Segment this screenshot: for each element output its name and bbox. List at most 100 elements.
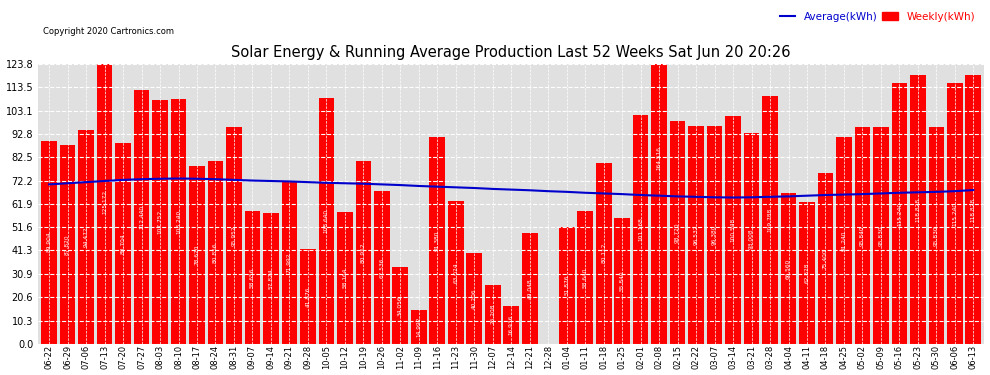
- Bar: [170, 99, 186, 344]
- Text: 94.472: 94.472: [83, 226, 88, 247]
- Bar: [97, 61, 113, 344]
- Text: 125.172: 125.172: [102, 190, 107, 214]
- Bar: [134, 90, 149, 344]
- Legend: Average(kWh), Weekly(kWh): Average(kWh), Weekly(kWh): [775, 8, 979, 26]
- Bar: [466, 253, 482, 344]
- Text: 58.656: 58.656: [249, 267, 255, 288]
- Text: 71.992: 71.992: [287, 252, 292, 273]
- Bar: [799, 202, 815, 344]
- Text: 34.056: 34.056: [398, 295, 403, 315]
- Text: 164.516: 164.516: [656, 146, 661, 170]
- Text: 109.788: 109.788: [767, 207, 772, 232]
- Bar: [503, 306, 519, 344]
- Bar: [781, 193, 796, 344]
- Bar: [411, 310, 427, 344]
- Text: 93.008: 93.008: [749, 228, 754, 249]
- Title: Solar Energy & Running Average Production Last 52 Weeks Sat Jun 20 20:26: Solar Energy & Running Average Productio…: [232, 45, 791, 60]
- Bar: [873, 127, 889, 344]
- Text: 96.380: 96.380: [712, 225, 717, 245]
- Text: 95.830: 95.830: [878, 225, 883, 246]
- Text: 112.440: 112.440: [139, 205, 145, 229]
- Bar: [818, 173, 834, 344]
- Bar: [947, 83, 962, 344]
- Bar: [854, 127, 870, 344]
- Text: 49.048: 49.048: [528, 278, 533, 298]
- Bar: [688, 126, 704, 344]
- Text: 58.640: 58.640: [583, 267, 588, 288]
- Text: 107.752: 107.752: [157, 210, 162, 234]
- Bar: [633, 115, 648, 344]
- Bar: [208, 161, 224, 344]
- Bar: [522, 233, 538, 344]
- Bar: [245, 211, 260, 344]
- Text: 108.240: 108.240: [176, 209, 181, 234]
- Bar: [392, 267, 408, 344]
- Bar: [614, 217, 630, 344]
- Text: 75.400: 75.400: [823, 248, 828, 269]
- Text: 58.164: 58.164: [343, 268, 347, 288]
- Bar: [651, 0, 667, 344]
- Text: 26.208: 26.208: [490, 304, 495, 324]
- Text: 101.168: 101.168: [639, 217, 644, 242]
- Text: 118.828: 118.828: [916, 197, 921, 222]
- Text: 80.952: 80.952: [361, 242, 366, 262]
- Bar: [430, 137, 446, 344]
- Text: 63.024: 63.024: [453, 262, 458, 283]
- Text: 62.828: 62.828: [805, 262, 810, 283]
- Bar: [485, 285, 501, 344]
- Bar: [670, 121, 685, 344]
- Bar: [929, 127, 944, 344]
- Bar: [596, 163, 612, 344]
- Bar: [337, 212, 352, 344]
- Text: 66.560: 66.560: [786, 258, 791, 279]
- Text: 100.548: 100.548: [731, 218, 736, 242]
- Bar: [152, 100, 168, 344]
- Bar: [115, 143, 131, 344]
- Bar: [59, 145, 75, 344]
- Text: 67.536: 67.536: [379, 257, 384, 278]
- Bar: [447, 201, 463, 344]
- Text: 91.240: 91.240: [842, 230, 846, 251]
- Text: 115.240: 115.240: [897, 201, 902, 226]
- Bar: [263, 213, 279, 344]
- Text: 89.904: 89.904: [47, 232, 51, 252]
- Bar: [558, 226, 574, 344]
- Text: 96.532: 96.532: [694, 224, 699, 245]
- Text: 40.206: 40.206: [472, 288, 477, 309]
- Bar: [910, 75, 926, 344]
- Bar: [355, 161, 371, 344]
- Bar: [281, 181, 297, 344]
- Text: 98.720: 98.720: [675, 222, 680, 243]
- Text: 80.112: 80.112: [601, 243, 606, 263]
- Text: 51.876: 51.876: [564, 275, 569, 296]
- Bar: [965, 75, 981, 344]
- Text: Copyright 2020 Cartronics.com: Copyright 2020 Cartronics.com: [43, 27, 174, 36]
- Text: 91.380: 91.380: [435, 230, 440, 251]
- Text: 95.952: 95.952: [232, 225, 237, 246]
- Text: 88.704: 88.704: [121, 233, 126, 254]
- Bar: [762, 96, 778, 344]
- Text: 108.640: 108.640: [324, 209, 329, 233]
- Text: 87.820: 87.820: [65, 234, 70, 255]
- Text: 14.992: 14.992: [417, 316, 422, 337]
- Text: 16.936: 16.936: [509, 315, 514, 335]
- Text: 41.876: 41.876: [305, 286, 311, 307]
- Bar: [189, 166, 205, 344]
- Bar: [743, 134, 759, 344]
- Bar: [78, 130, 94, 344]
- Bar: [226, 127, 242, 344]
- Text: 78.620: 78.620: [194, 244, 200, 265]
- Bar: [42, 141, 57, 344]
- Text: 55.840: 55.840: [620, 270, 625, 291]
- Text: 95.840: 95.840: [860, 225, 865, 246]
- Bar: [319, 98, 335, 344]
- Bar: [707, 126, 723, 344]
- Bar: [577, 211, 593, 344]
- Text: 118.828: 118.828: [971, 197, 976, 222]
- Bar: [726, 117, 741, 344]
- Text: 57.824: 57.824: [268, 268, 273, 289]
- Bar: [374, 191, 390, 344]
- Text: 115.240: 115.240: [952, 201, 957, 226]
- Text: 80.856: 80.856: [213, 242, 218, 262]
- Text: 95.830: 95.830: [934, 225, 939, 246]
